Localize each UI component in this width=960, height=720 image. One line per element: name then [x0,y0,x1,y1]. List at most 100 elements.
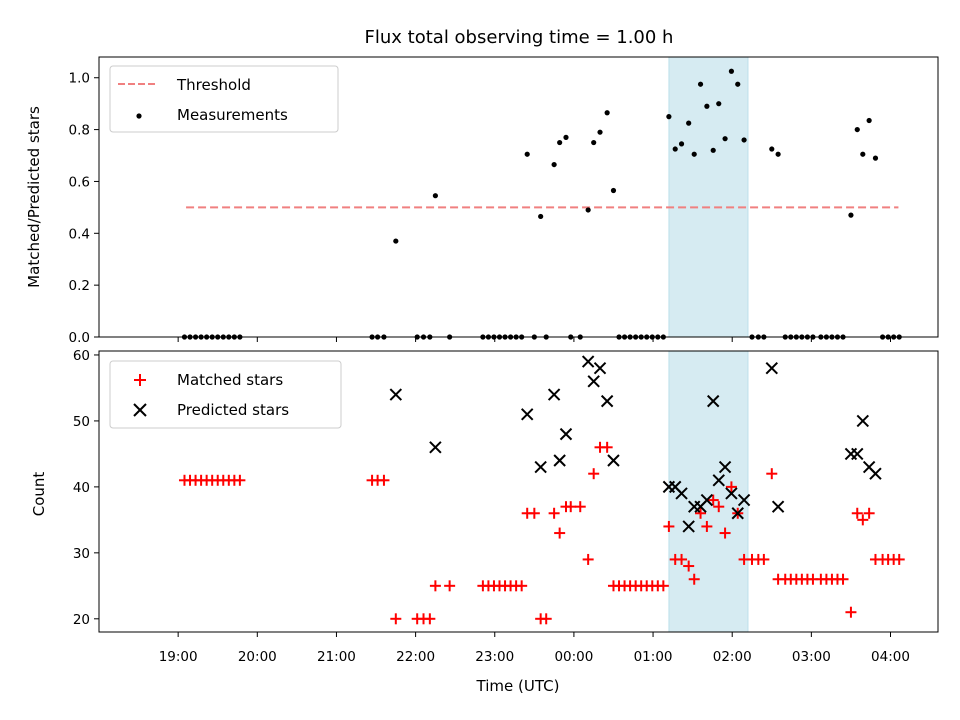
predicted-stars-point [771,500,785,513]
predicted-stars-point [707,394,720,408]
measurement-point [697,81,704,87]
measurement-point [678,141,685,147]
matched-stars-point [601,441,613,453]
predicted-stars-point [389,388,403,401]
measurement-point [769,146,775,152]
x-tick-label: 22:00 [396,649,435,665]
top-y-tick-label: 0.2 [69,278,90,294]
predicted-stars-point [737,493,751,507]
measurement-point [597,129,603,135]
x-tick-label: 19:00 [159,649,198,665]
matched-stars-point [725,481,737,493]
bottom-y-tick-label: 40 [73,480,90,496]
predicted-stars-point [700,493,714,507]
top-highlight-span [668,56,749,338]
matched-stars-point [701,520,713,532]
measurement-point [393,238,399,244]
bottom-y-axis-label: Count [30,472,48,517]
predicted-stars-point [718,460,732,474]
bottom-legend: Matched stars Predicted stars [109,360,342,429]
measurement-point [854,126,860,133]
matched-stars-point [893,553,905,565]
matched-stars-point [713,501,725,513]
matched-stars-point [378,474,390,486]
predicted-stars-point [851,447,864,461]
matched-stars-point [424,613,436,625]
measurement-point [585,207,591,213]
measurement-point [538,213,544,220]
bottom-y-tick-label: 50 [73,414,90,430]
predicted-stars-point [731,507,744,520]
matched-stars-point [863,507,875,519]
predicted-stars-point [429,441,442,454]
matched-legend-label: Matched stars [177,371,283,389]
top-legend-box [109,65,339,133]
predicted-stars-point [547,388,561,401]
matched-stars-point [234,474,246,486]
predicted-legend-swatch [133,403,147,417]
measurement-point [866,117,872,124]
top-axes-frame [98,56,939,338]
matched-legend-swatch [134,374,146,386]
matched-stars-point [695,507,707,519]
x-tick-label: 23:00 [475,649,514,665]
measurement-point [563,134,569,140]
x-tick-label: 21:00 [317,649,356,665]
predicted-stars-point [765,361,778,375]
x-tick-label: 02:00 [713,649,752,665]
matched-stars-point [516,580,528,592]
predicted-stars-point [593,361,607,375]
matched-stars-point [707,494,719,506]
top-y-axis-label: Matched/Predicted stars [25,106,43,288]
matched-stars-point [444,580,456,592]
measurement-point [741,137,747,143]
measurement-point [872,155,879,161]
measurement-point [610,187,617,194]
bottom-legend-box [109,360,342,429]
top-y-tick-label: 0.4 [69,226,90,242]
measurements-legend-swatch [136,113,142,119]
predicted-stars-point [869,467,882,480]
bottom-panel-count-plot: 20 30 40 50 60 19:00 20:00 21:00 22:00 23:00 00:00… [73,348,939,665]
matched-stars-point [554,527,566,539]
matched-stars-point [676,553,688,565]
measurement-point [672,146,678,152]
x-tick-label: 03:00 [792,649,831,665]
predicted-stars-point [607,454,620,467]
top-y-tick-label: 0.8 [69,123,90,139]
matched-stars-point [390,613,402,625]
x-axis-label: Time (UTC) [476,677,560,695]
measurement-point [710,147,716,153]
matched-stars-point [588,468,600,480]
matched-stars-point [758,553,770,565]
matched-stars-point [837,573,849,585]
matched-stars-point [766,468,778,480]
matched-stars-point [582,553,594,565]
x-tick-label: 04:00 [871,649,910,665]
top-y-tick-label: 1.0 [69,71,90,87]
matched-stars-point [528,507,540,519]
matched-stars-point [857,514,869,526]
measurement-point [735,81,741,87]
predicted-stars-point [856,414,870,428]
predicted-stars-point [534,460,547,474]
bottom-series-0 [178,441,905,625]
matched-stars-point [688,573,700,585]
matched-stars-point [429,580,441,592]
top-y-tick-label: 0.0 [69,330,90,346]
measurement-point [848,212,854,218]
measurements-legend-label: Measurements [177,106,288,124]
matched-stars-point [565,501,577,513]
bottom-y-tick-label: 30 [73,546,90,562]
top-y-tick-label: 0.6 [69,174,90,190]
measurement-point [716,101,722,107]
matched-stars-point [657,580,669,592]
predicted-stars-point [587,375,600,388]
predicted-stars-point [600,394,614,408]
measurement-point [691,151,697,157]
measurement-point [686,120,692,126]
matched-stars-point [663,520,675,532]
predicted-stars-point [675,487,688,500]
predicted-stars-point [553,454,566,467]
top-panel-ratio-plot: 0.0 0.2 0.4 0.6 0.8 1.0 [69,56,939,346]
